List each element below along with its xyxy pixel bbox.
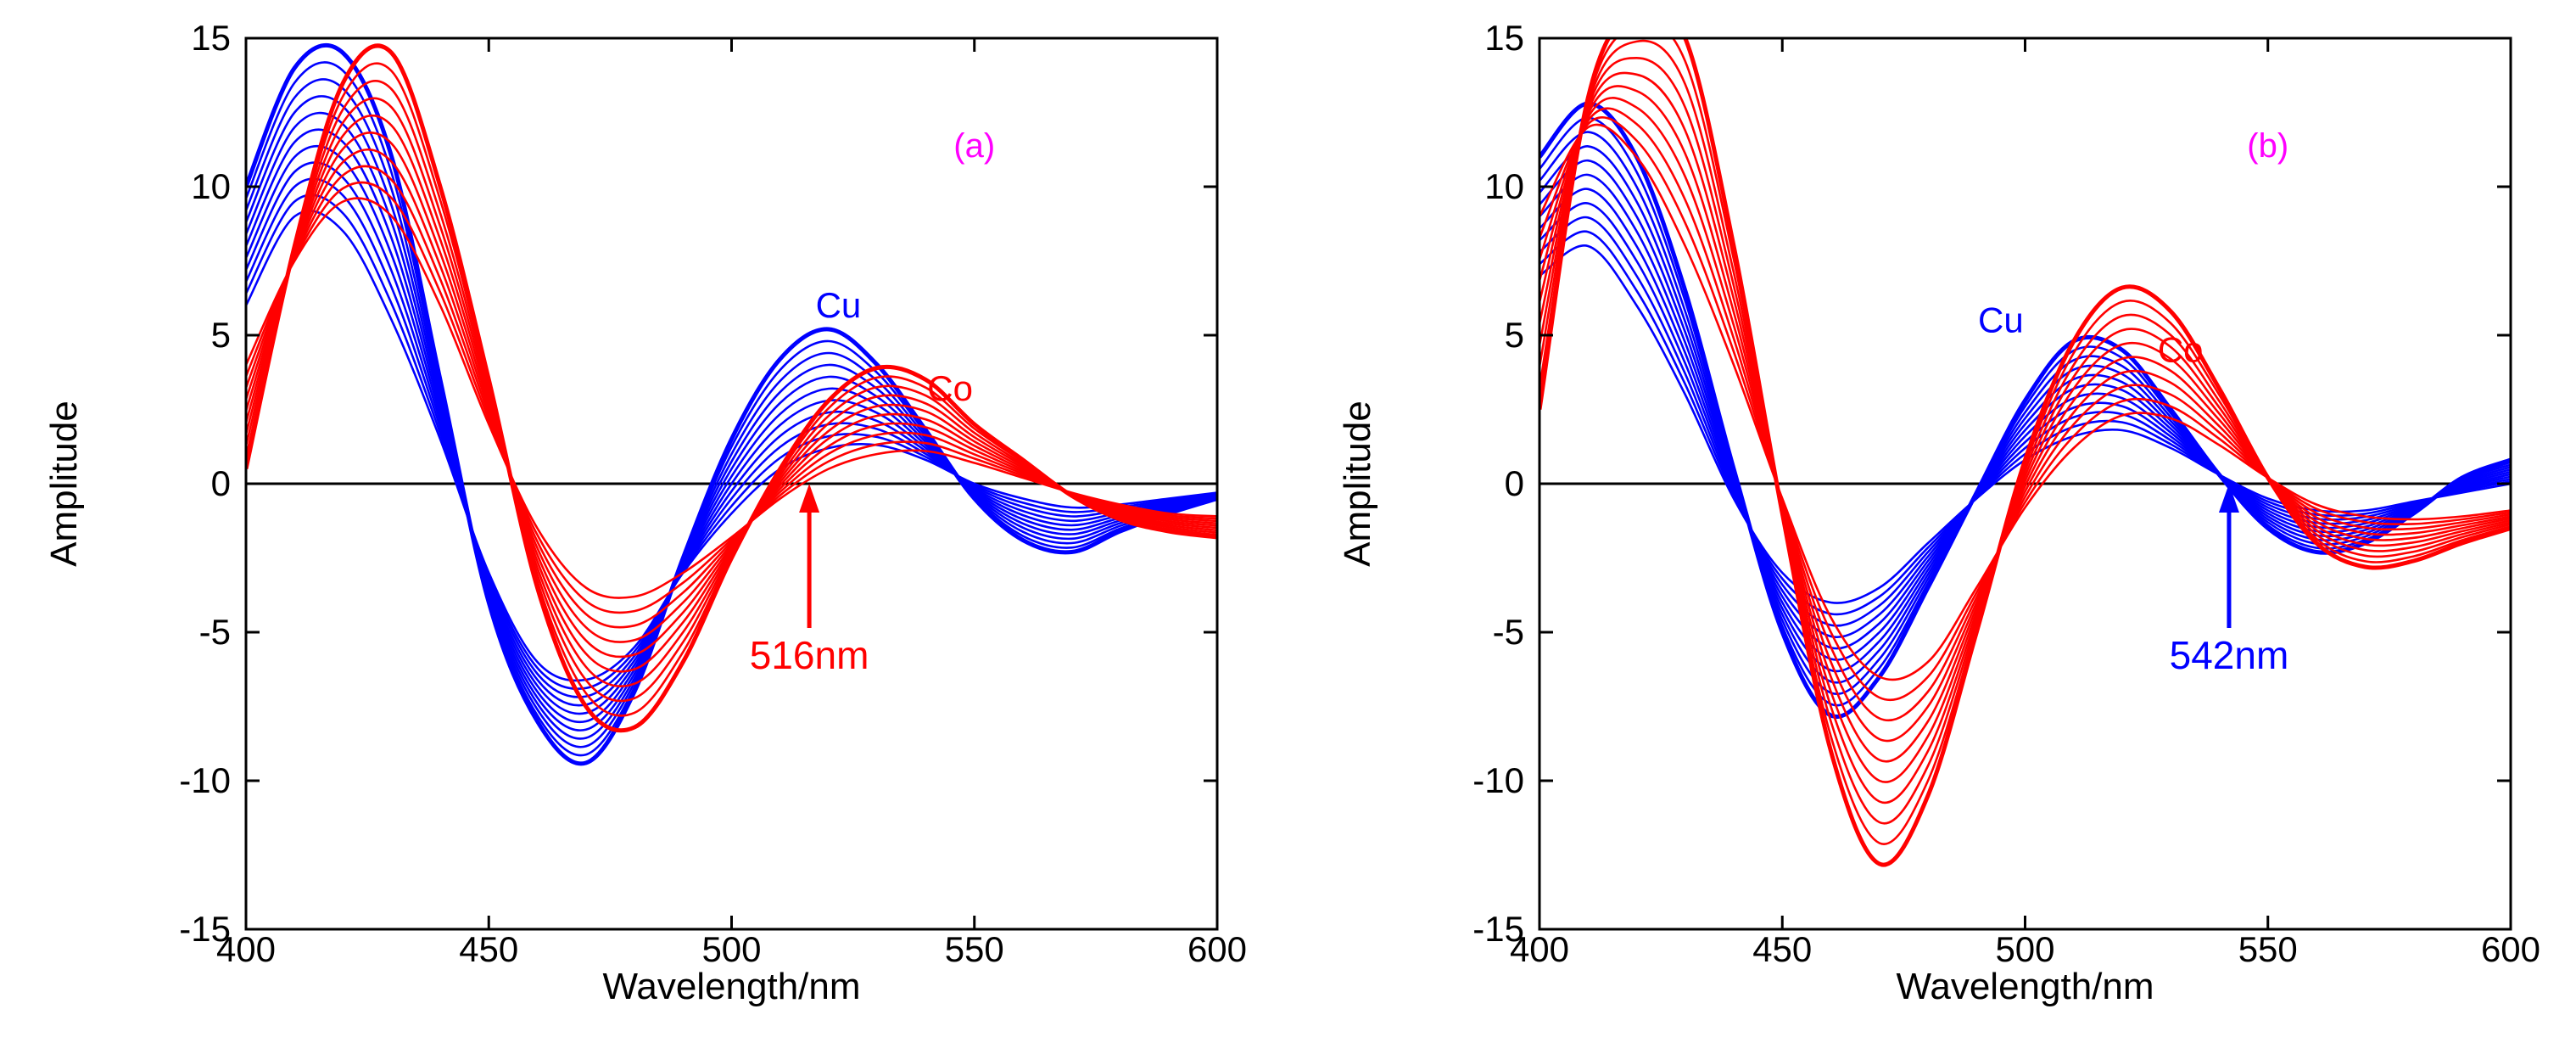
- series-line-co-10: [246, 43, 1217, 733]
- series-line-co-6: [246, 115, 1217, 673]
- y-tick-label: -5: [199, 612, 231, 652]
- series-label-co: Co: [2158, 330, 2204, 370]
- panel-label: (a): [953, 127, 995, 165]
- series-line-co-4: [1539, 97, 2511, 743]
- series-line-cu-5: [246, 144, 1217, 715]
- x-tick-label: 500: [1995, 929, 2054, 969]
- series-line-cu-8: [1539, 145, 2511, 684]
- x-axis-title: Wavelength/nm: [602, 966, 860, 1007]
- y-tick-label: -10: [1472, 760, 1524, 800]
- series-line-co-6: [1539, 71, 2511, 783]
- annotation-label: 516nm: [750, 633, 869, 677]
- series-cu: [1539, 101, 2511, 720]
- series-co: [1539, 38, 2511, 867]
- series-cu: [246, 42, 1217, 766]
- series-label-cu: Cu: [816, 285, 862, 325]
- y-tick-label: 15: [1484, 18, 1524, 58]
- series-line-cu-11: [246, 42, 1217, 766]
- chart-panel-b: -15 -10 -5 0 5 10 15 400 450 500 550 600 Wavelength/…: [1337, 18, 2540, 1007]
- y-tick-label: 10: [1484, 166, 1524, 206]
- panel-label: (b): [2247, 127, 2288, 165]
- plot-area: [1539, 38, 2511, 867]
- series-line-cu-11: [1539, 101, 2511, 720]
- series-line-co-8: [246, 80, 1217, 703]
- x-tick-label: 500: [701, 929, 761, 969]
- y-tick-label: 5: [1505, 315, 1524, 355]
- y-tick-label: -15: [1472, 909, 1524, 949]
- series-line-co-7: [1539, 57, 2511, 804]
- x-tick-label: 400: [1510, 929, 1569, 969]
- x-tick-label: 600: [1187, 929, 1247, 969]
- x-tick-label: 450: [1752, 929, 1812, 969]
- series-line-cu-4: [246, 161, 1217, 707]
- series-label-co: Co: [927, 368, 973, 408]
- y-tick-label: -10: [179, 760, 231, 800]
- series-line-co-7: [246, 97, 1217, 687]
- series-line-co-5: [1539, 85, 2511, 763]
- y-tick-label: 0: [211, 463, 231, 503]
- y-axis-title: Amplitude: [43, 401, 85, 567]
- y-tick-label: -5: [1493, 612, 1524, 652]
- series-line-cu-9: [1539, 131, 2511, 696]
- series-line-cu-3: [1539, 216, 2511, 627]
- series-line-co-3: [1539, 107, 2511, 722]
- series-label-cu: Cu: [1978, 300, 2024, 340]
- y-tick-label: 15: [191, 18, 231, 58]
- chart-panel-a: -15 -10 -5 0 5 10 15 400 450 500 550 600 Wavelength/…: [43, 18, 1247, 1007]
- annotation-label: 542nm: [2170, 633, 2289, 677]
- plot-area: [246, 42, 1217, 766]
- annotation-arrow-head: [799, 484, 820, 513]
- series-line-co-3: [246, 165, 1217, 629]
- x-tick-label: 400: [216, 929, 276, 969]
- series-line-cu-6: [246, 128, 1217, 724]
- y-tick-label: 0: [1505, 463, 1524, 503]
- x-tick-label: 550: [945, 929, 1004, 969]
- y-tick-label: 5: [211, 315, 231, 355]
- y-tick-label: -15: [179, 909, 231, 949]
- series-line-co-8: [1539, 39, 2511, 825]
- y-axis-title: Amplitude: [1337, 401, 1378, 567]
- series-co: [246, 43, 1217, 733]
- series-line-co-9: [1539, 38, 2511, 846]
- series-line-co-5: [246, 132, 1217, 659]
- series-line-co-10: [1539, 38, 2511, 867]
- annotation-arrow-head: [2218, 484, 2239, 513]
- series-line-cu-7: [1539, 159, 2511, 673]
- x-axis-title: Wavelength/nm: [1896, 966, 2154, 1007]
- y-tick-label: 10: [191, 166, 231, 206]
- series-line-co-2: [1539, 115, 2511, 702]
- series-line-co-4: [246, 149, 1217, 643]
- x-tick-label: 550: [2238, 929, 2298, 969]
- series-line-co-1: [246, 197, 1217, 599]
- series-line-co-1: [1539, 123, 2511, 681]
- series-line-cu-1: [1539, 244, 2511, 604]
- x-tick-label: 450: [459, 929, 518, 969]
- series-line-cu-10: [246, 61, 1217, 757]
- series-line-co-2: [246, 181, 1217, 614]
- x-tick-label: 600: [2481, 929, 2540, 969]
